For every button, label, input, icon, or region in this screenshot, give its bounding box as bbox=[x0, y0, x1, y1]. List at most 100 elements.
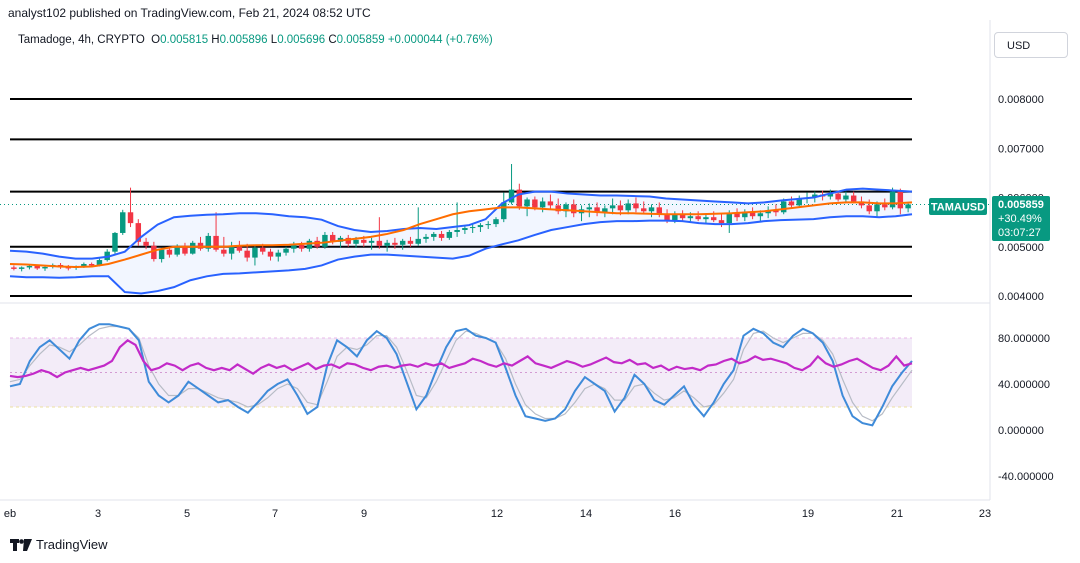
candle-body bbox=[81, 263, 87, 267]
candle-body bbox=[42, 266, 48, 269]
currency-selector[interactable]: USD bbox=[994, 32, 1068, 58]
price-axis-label: 0.005000 bbox=[998, 242, 1044, 254]
candle-body bbox=[571, 204, 577, 214]
candle-body bbox=[703, 217, 709, 220]
candle-body bbox=[874, 204, 880, 212]
time-axis-label: 21 bbox=[891, 508, 903, 520]
candle-body bbox=[508, 189, 515, 203]
candle-body bbox=[120, 212, 126, 233]
price-axis-label: 0.004000 bbox=[998, 291, 1044, 303]
candle-body bbox=[905, 204, 911, 209]
candle-body bbox=[345, 237, 351, 244]
price-pane[interactable] bbox=[0, 98, 990, 297]
candle-body bbox=[586, 207, 593, 210]
candle-body bbox=[812, 194, 818, 198]
candle-body bbox=[547, 201, 554, 206]
candle-body bbox=[228, 246, 235, 254]
candle-body bbox=[462, 228, 468, 231]
candle-body bbox=[469, 227, 476, 229]
candle-body bbox=[26, 265, 33, 268]
candle-body bbox=[524, 199, 530, 207]
candle-body bbox=[259, 247, 266, 252]
low-label: L bbox=[270, 34, 278, 46]
candle-body bbox=[96, 260, 103, 266]
candle-body bbox=[532, 199, 538, 208]
candle-body bbox=[306, 240, 313, 249]
candle-body bbox=[835, 193, 841, 200]
ticker-tag-bg bbox=[929, 198, 987, 215]
bollinger-lower-line bbox=[9, 213, 913, 295]
ohlc-legend: Tamadoge, 4h, CRYPTO O0.005815 H0.005896… bbox=[18, 34, 493, 46]
change-value: +0.000044 (+0.76%) bbox=[387, 34, 493, 46]
candle-body bbox=[415, 238, 421, 244]
candle-body bbox=[291, 244, 297, 249]
price-tag-countdown: 03:07:27 bbox=[998, 227, 1041, 239]
footer-brand[interactable]: TradingView bbox=[10, 537, 108, 552]
candle-body bbox=[166, 249, 173, 255]
candle-body bbox=[127, 212, 134, 224]
close-label: C bbox=[328, 34, 337, 46]
last-price-tag: TAMAUSD 0.005859 +30.49% 03:07:27 bbox=[929, 196, 1050, 241]
candle-body bbox=[205, 235, 212, 249]
price-tag-change: +30.49% bbox=[998, 213, 1042, 225]
candle-body bbox=[555, 205, 561, 212]
price-axis-label: 0.008000 bbox=[998, 94, 1044, 106]
open-label: O bbox=[151, 34, 161, 46]
bollinger-basis-line bbox=[9, 201, 913, 268]
candle-body bbox=[788, 201, 795, 206]
candle-body bbox=[710, 217, 717, 221]
candle-body bbox=[641, 208, 647, 212]
candle-body bbox=[384, 242, 390, 246]
symbol-name: Tamadoge, 4h, CRYPTO bbox=[18, 34, 145, 46]
stoch-d-line bbox=[9, 325, 913, 422]
rsi-axis-label: 80.000000 bbox=[998, 333, 1050, 345]
candle-body bbox=[625, 203, 631, 211]
candle-body bbox=[516, 189, 523, 207]
candle-body bbox=[244, 250, 250, 258]
candle-body bbox=[477, 225, 484, 228]
candle-body bbox=[322, 234, 328, 247]
low-value: 0.005696 bbox=[277, 34, 326, 46]
bollinger-upper-line bbox=[9, 187, 913, 260]
candle-body bbox=[485, 224, 491, 226]
candle-body bbox=[392, 242, 398, 245]
time-axis-label: 12 bbox=[491, 508, 503, 520]
candle-body bbox=[672, 214, 678, 221]
candle-body bbox=[213, 235, 219, 250]
candle-body bbox=[718, 220, 725, 224]
candle-body bbox=[438, 233, 445, 238]
candle-body bbox=[368, 240, 375, 243]
time-axis-label: eb bbox=[4, 508, 16, 520]
candle-body bbox=[454, 230, 460, 232]
candle-body bbox=[757, 213, 764, 217]
close-value: 0.005859 bbox=[336, 34, 385, 46]
candle-body bbox=[563, 204, 569, 212]
rsi-line bbox=[9, 338, 913, 379]
candle-body bbox=[648, 207, 655, 212]
price-axis-label: 0.007000 bbox=[998, 143, 1044, 155]
candle-body bbox=[843, 195, 849, 200]
publish-header: analyst102 published on TradingView.com,… bbox=[8, 6, 371, 20]
candle-body bbox=[112, 232, 118, 252]
candle-body bbox=[695, 216, 701, 220]
candle-body bbox=[773, 210, 779, 213]
candle-body bbox=[594, 207, 600, 213]
candle-body bbox=[34, 265, 40, 269]
candle-body bbox=[329, 234, 336, 242]
time-axis-label: 7 bbox=[272, 508, 278, 520]
candle-body bbox=[866, 205, 872, 212]
rsi-pane[interactable] bbox=[9, 323, 913, 427]
candle-body bbox=[353, 239, 359, 244]
candle-body bbox=[850, 195, 857, 202]
price-tag-bg bbox=[992, 196, 1050, 241]
candle-body bbox=[882, 204, 888, 208]
candle-body bbox=[65, 267, 72, 269]
open-value: 0.005815 bbox=[160, 34, 209, 46]
candle-body bbox=[656, 207, 663, 215]
candle-body bbox=[897, 191, 904, 209]
candle-body bbox=[539, 201, 546, 208]
time-axis-label: 5 bbox=[184, 508, 190, 520]
high-label: H bbox=[211, 34, 220, 46]
candle-body bbox=[267, 251, 274, 257]
